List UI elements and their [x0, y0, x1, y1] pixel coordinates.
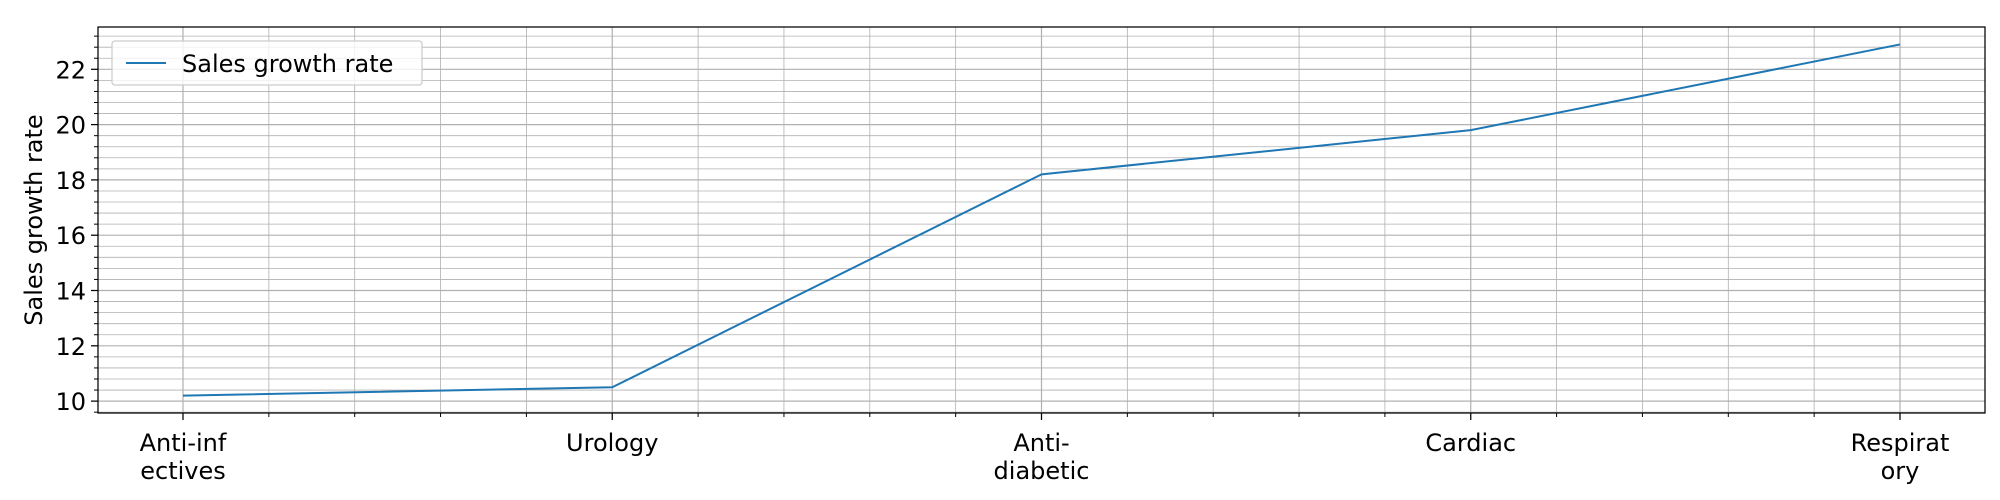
x-tick-label: Urology [566, 429, 658, 457]
x-tick-label-line: ectives [140, 457, 226, 485]
y-axis: 10 12 14 16 18 20 22 [55, 35, 98, 416]
y-tick-label: 18 [55, 167, 86, 195]
x-tick-label-line: ory [1881, 457, 1920, 485]
x-tick-label-line: Respirat [1851, 429, 1950, 457]
x-tick-label-line: diabetic [994, 457, 1090, 485]
y-tick-label: 16 [55, 222, 86, 250]
y-tick-label: 10 [55, 388, 86, 416]
legend: Sales growth rate [111, 40, 423, 86]
x-axis: Anti-inf ectives Urology Anti-diabetic Cardi… [140, 413, 1950, 485]
y-axis-label: Sales growth rate [20, 114, 48, 325]
x-tick-label-line: Urology [566, 429, 658, 457]
x-tick-label: Anti-inf ectives [140, 429, 227, 485]
y-tick-label: 12 [55, 333, 86, 361]
legend-box [111, 40, 423, 86]
series-group [182, 43, 1901, 397]
x-tick-label-line: Cardiac [1425, 429, 1516, 457]
y-tick-label: 22 [55, 56, 86, 84]
y-tick-label: 14 [55, 278, 86, 306]
x-tick-label: Respirat ory [1851, 429, 1950, 485]
x-tick-label: Cardiac [1425, 429, 1516, 457]
y-tick-label: 20 [55, 112, 86, 140]
x-tick-label: Anti-diabetic [994, 429, 1090, 485]
legend-label-sales-growth-rate: Sales growth rate [182, 50, 393, 78]
x-tick-label-line: Anti- [1013, 429, 1069, 457]
major-grid [98, 27, 1985, 413]
x-tick-label-line: Anti-inf [140, 429, 227, 457]
